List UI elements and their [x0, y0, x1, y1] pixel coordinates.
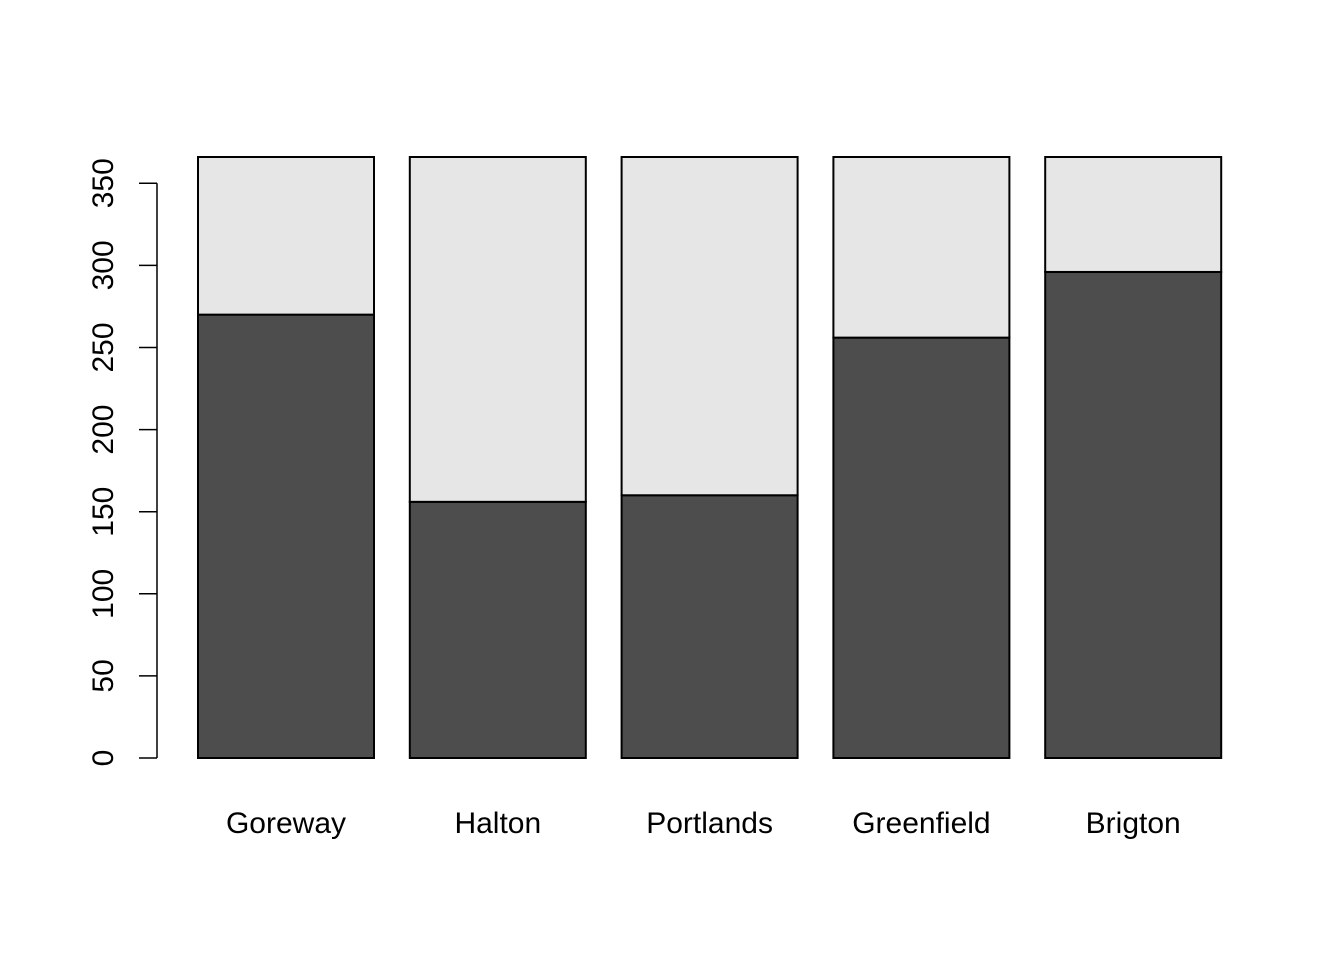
x-category-label: Brigton [1086, 807, 1181, 840]
y-axis: 0 50 100 150 200 250 300 350 [87, 158, 158, 767]
x-axis-labels: Goreway Halton Portlands Greenfield Brigton [226, 807, 1181, 840]
bar-greenfield-segment-1 [832, 336, 1011, 759]
bar-brigton-segment-1 [1044, 270, 1223, 759]
bar-goreway-segment-1 [197, 313, 375, 759]
y-tick-label: 0 [87, 750, 120, 767]
bar-portlands-segment-2 [620, 156, 799, 497]
bars [197, 156, 1223, 759]
y-tick-label: 250 [87, 322, 120, 372]
y-tick-label: 350 [87, 158, 120, 208]
x-category-label: Halton [454, 807, 541, 840]
y-tick-label: 200 [87, 405, 120, 455]
x-category-label: Greenfield [852, 807, 990, 840]
bar-halton-segment-1 [408, 500, 587, 759]
y-tick-label: 150 [87, 487, 120, 537]
bar-brigton-segment-2 [1044, 156, 1223, 273]
bar-portlands-segment-1 [620, 494, 799, 759]
bar-greenfield-segment-2 [832, 156, 1011, 339]
bar-goreway-segment-2 [197, 156, 375, 316]
y-tick-label: 50 [87, 659, 120, 692]
y-tick-label: 100 [87, 569, 120, 619]
x-category-label: Portlands [646, 807, 773, 840]
y-tick-label: 300 [87, 240, 120, 290]
x-category-label: Goreway [226, 807, 346, 840]
bar-halton-segment-2 [408, 156, 587, 503]
